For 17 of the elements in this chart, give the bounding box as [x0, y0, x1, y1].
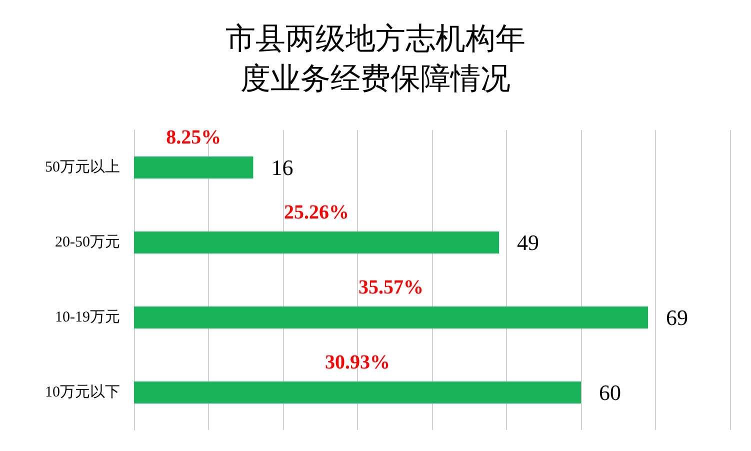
- y-tick-label: 20-50万元: [55, 234, 120, 250]
- bar: [134, 232, 500, 254]
- annotation: 35.57%: [358, 276, 424, 298]
- y-tick-label: 10万元以下: [45, 384, 120, 400]
- y-tick-label: 50万元以上: [45, 158, 120, 176]
- data-label: 49: [517, 230, 540, 255]
- annotation: 25.26%: [284, 202, 350, 224]
- annotation: 8.25%: [166, 126, 222, 148]
- bar: [134, 156, 254, 178]
- data-label: 16: [271, 155, 294, 180]
- data-label: 69: [666, 305, 688, 330]
- data-label: 60: [599, 380, 621, 405]
- y-tick-label: 10-19万元: [55, 310, 120, 326]
- bar: [134, 306, 648, 328]
- annotation: 30.93%: [325, 352, 390, 374]
- bar: [134, 382, 581, 404]
- chart-title: 市县两级地方志机构年度业务经费保障情况: [226, 22, 526, 96]
